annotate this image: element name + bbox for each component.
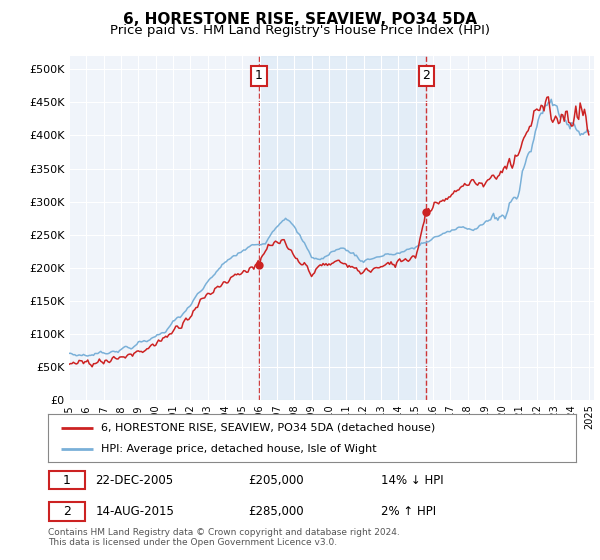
- Text: 2: 2: [422, 69, 430, 82]
- Text: 6, HORESTONE RISE, SEAVIEW, PO34 5DA (detached house): 6, HORESTONE RISE, SEAVIEW, PO34 5DA (de…: [101, 423, 435, 433]
- Text: Price paid vs. HM Land Registry's House Price Index (HPI): Price paid vs. HM Land Registry's House …: [110, 24, 490, 36]
- FancyBboxPatch shape: [49, 470, 85, 489]
- Bar: [259, 56, 426, 400]
- Text: 2% ↑ HPI: 2% ↑ HPI: [380, 505, 436, 518]
- Text: 1: 1: [255, 69, 263, 82]
- Text: 1: 1: [63, 474, 71, 487]
- Text: Contains HM Land Registry data © Crown copyright and database right 2024.
This d: Contains HM Land Registry data © Crown c…: [48, 528, 400, 548]
- Text: 6, HORESTONE RISE, SEAVIEW, PO34 5DA: 6, HORESTONE RISE, SEAVIEW, PO34 5DA: [123, 12, 477, 27]
- Text: 14-AUG-2015: 14-AUG-2015: [95, 505, 175, 518]
- Text: 2: 2: [63, 505, 71, 518]
- Text: 22-DEC-2005: 22-DEC-2005: [95, 474, 173, 487]
- Text: HPI: Average price, detached house, Isle of Wight: HPI: Average price, detached house, Isle…: [101, 444, 376, 454]
- Text: £285,000: £285,000: [248, 505, 304, 518]
- Text: £205,000: £205,000: [248, 474, 304, 487]
- FancyBboxPatch shape: [49, 502, 85, 521]
- Text: 14% ↓ HPI: 14% ↓ HPI: [380, 474, 443, 487]
